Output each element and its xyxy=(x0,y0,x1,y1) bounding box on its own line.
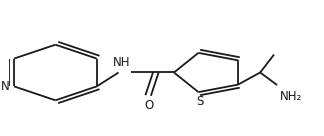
Text: NH: NH xyxy=(113,56,130,69)
Text: N: N xyxy=(1,80,9,93)
Text: O: O xyxy=(145,99,154,112)
Text: S: S xyxy=(196,95,204,108)
Text: NH₂: NH₂ xyxy=(280,89,302,103)
